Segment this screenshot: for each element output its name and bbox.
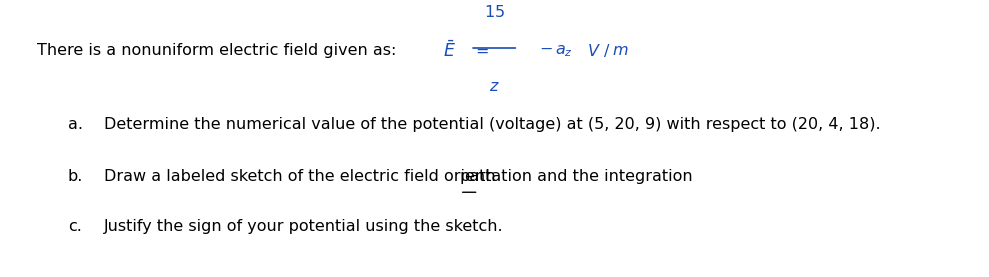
- Text: Determine the numerical value of the potential (voltage) at (5, 20, 9) with resp: Determine the numerical value of the pot…: [104, 117, 880, 132]
- Text: $V$: $V$: [587, 43, 601, 59]
- Text: $\bar{E}$: $\bar{E}$: [443, 40, 456, 61]
- Text: There is a nonuniform electric field given as:: There is a nonuniform electric field giv…: [37, 43, 402, 58]
- Text: $/$: $/$: [602, 42, 610, 59]
- Text: Justify the sign of your potential using the sketch.: Justify the sign of your potential using…: [104, 219, 503, 234]
- Text: $m$: $m$: [612, 43, 629, 58]
- Text: a.: a.: [68, 117, 83, 132]
- Text: $-\,a_z$: $-\,a_z$: [539, 43, 573, 59]
- Text: $15$: $15$: [484, 4, 504, 20]
- Text: $=$: $=$: [472, 43, 489, 58]
- Text: c.: c.: [68, 219, 82, 234]
- Text: $z$: $z$: [489, 79, 499, 94]
- Text: b.: b.: [68, 170, 83, 184]
- Text: path: path: [460, 170, 496, 184]
- Text: Draw a labeled sketch of the electric field orientation and the integration: Draw a labeled sketch of the electric fi…: [104, 170, 697, 184]
